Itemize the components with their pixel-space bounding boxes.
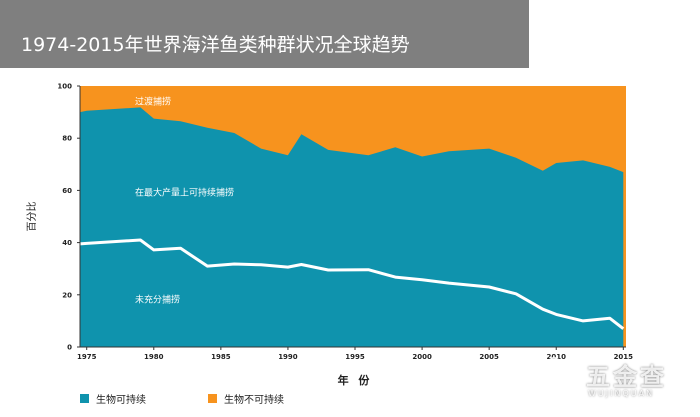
area-label-max-sustainable: 在最大产量上可持续捕捞 [135, 187, 234, 199]
watermark-sub: WUJINQUAN [588, 389, 655, 398]
x-tick-label-1975: 1975 [77, 353, 97, 361]
legend-label-sustainable: 生物可持续 [96, 395, 146, 406]
legend-item-unsustainable: 生物不可持续 [208, 391, 284, 406]
y-tick-label-100: 100 [57, 83, 72, 91]
x-tick-label-2005: 2005 [479, 353, 499, 361]
y-axis-title: 百分比 [26, 202, 38, 232]
y-tick-label-40: 40 [62, 239, 72, 247]
line-underfished [79, 238, 625, 330]
x-tick-label-2000: 2000 [412, 353, 432, 361]
legend-label-unsustainable: 生物不可持续 [224, 395, 284, 406]
legend-item-sustainable: 生物可持续 [80, 391, 146, 406]
x-tick-label-1985: 1985 [211, 353, 231, 361]
watermark-brand: 五金查 [586, 363, 667, 391]
x-tick-label-1980: 1980 [144, 353, 164, 361]
x-tick-label-1995: 1995 [345, 353, 365, 361]
y-tick-label-20: 20 [62, 291, 72, 299]
watermark: 五金查 WUJINQUAN [528, 355, 693, 407]
y-tick-label-60: 60 [62, 187, 72, 195]
x-tick-label-1990: 1990 [278, 353, 298, 361]
chart-axes: 0 20 40 60 80 100 1975 1980 1985 1990 1995 2000 2005… [26, 83, 633, 388]
y-tick-label-80: 80 [62, 135, 72, 143]
watermark-logo-icon [532, 356, 576, 406]
area-label-underfished: 未充分捕捞 [135, 294, 180, 306]
legend-swatch-unsustainable [208, 394, 217, 403]
y-tick-label-0: 0 [67, 344, 72, 352]
x-tick-label-2015: 2015 [614, 353, 634, 361]
legend-swatch-sustainable [80, 394, 89, 403]
chart-title: 1974-2015年世界海洋鱼类种群状况全球趋势 [21, 34, 410, 56]
x-axis-title: 年 份 [338, 373, 373, 387]
x-tick-label-2010: 2010 [546, 353, 566, 361]
chart-areas [79, 86, 626, 348]
area-label-overfished: 过渡捕捞 [135, 95, 171, 107]
title-bar: 1974-2015年世界海洋鱼类种群状况全球趋势 [0, 0, 529, 68]
